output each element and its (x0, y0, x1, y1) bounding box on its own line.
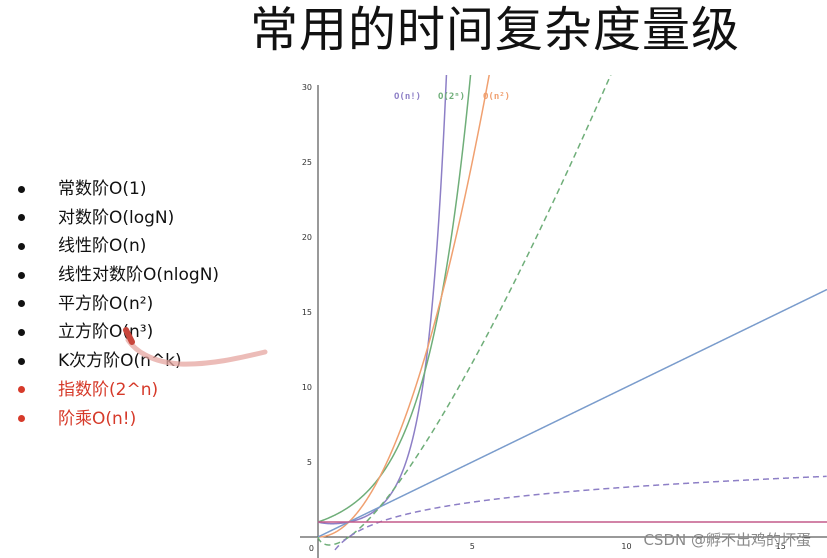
y-tick-label: 25 (302, 158, 312, 167)
bullet-dot-icon (18, 300, 25, 308)
series-label: O(n!) (394, 92, 421, 102)
y-tick-label: 10 (302, 383, 312, 392)
y-tick-label: 5 (307, 458, 312, 467)
bullet-dot-icon (18, 185, 25, 193)
chart-axes (300, 85, 827, 558)
chart-labels: O(n!) O(2ⁿ) O(n²) (394, 92, 510, 102)
series-line (317, 75, 448, 525)
chart-curves (317, 75, 827, 551)
series-line (317, 288, 827, 538)
annotation-stroke (123, 327, 268, 367)
series-line (317, 75, 612, 546)
y-tick-label: 15 (302, 308, 312, 317)
y-tick-label: 20 (302, 233, 312, 242)
x-tick-label: 15 (776, 542, 786, 551)
bullet-dot-icon (18, 328, 25, 336)
series-label: O(2ⁿ) (438, 92, 465, 102)
list-item-label: 阶乘O(n!) (58, 408, 137, 429)
list-item-label: 对数阶O(logN) (58, 207, 175, 228)
y-tick-label: 30 (302, 83, 312, 92)
slide-title: 常用的时间复杂度量级 (250, 2, 741, 58)
watermark: CSDN @孵不出鸡的坏蛋 (643, 531, 811, 549)
chart-ticks: 5 10 15 20 25 30 0 5 10 15 (302, 83, 786, 553)
list-item-label: 线性对数阶O(nlogN) (58, 265, 220, 286)
series-line (317, 75, 490, 538)
x-tick-label: 10 (621, 542, 631, 551)
series-line (317, 75, 472, 523)
series-line (334, 475, 827, 551)
bullet-dot-icon (18, 242, 25, 250)
series-label: O(n²) (483, 92, 510, 102)
origin-tick-label: 0 (309, 544, 314, 553)
list-item-label: 常数阶O(1) (58, 179, 147, 199)
bullet-dot-icon (18, 271, 25, 279)
list-item-label: 线性阶O(n) (58, 236, 147, 257)
list-item-label: 指数阶(2^n) (58, 379, 159, 400)
x-tick-label: 5 (470, 542, 475, 551)
bullet-dot-icon (18, 214, 25, 222)
complexity-chart: 5 10 15 20 25 30 0 5 10 15 O(n!) O(2ⁿ) O(n²) (300, 75, 827, 558)
list-item-label: 平方阶O(n²) (58, 293, 154, 314)
bullet-dot-icon (18, 357, 25, 365)
bullet-dot-icon (18, 415, 25, 422)
bullet-dot-icon (18, 386, 25, 394)
